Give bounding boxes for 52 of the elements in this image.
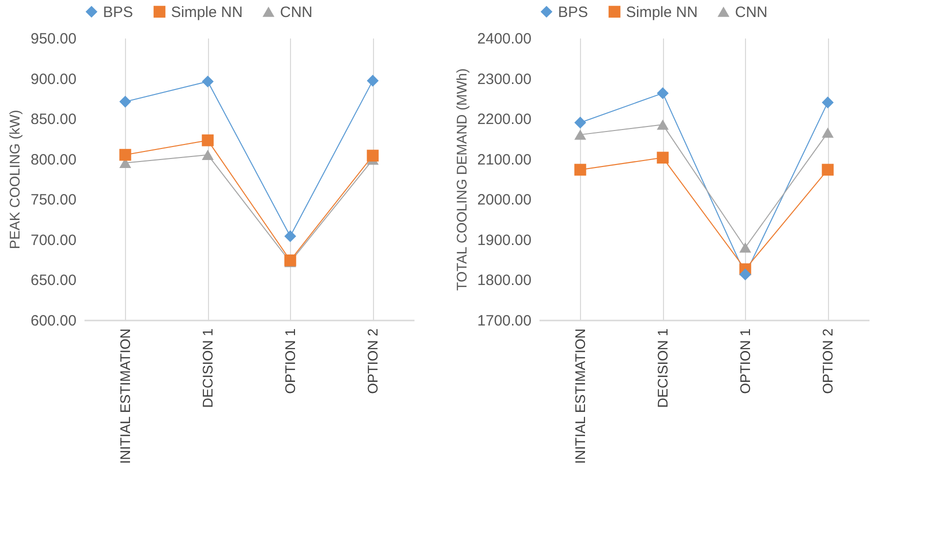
- point: [366, 74, 379, 87]
- point: [574, 116, 586, 129]
- y-tick-label: 900.00: [30, 70, 76, 88]
- legend-label: BPS: [103, 4, 134, 21]
- point: [119, 148, 132, 161]
- legend-label: CNN: [735, 4, 768, 21]
- point: [574, 164, 586, 176]
- point: [739, 268, 752, 280]
- point: [739, 242, 752, 253]
- point: [202, 150, 214, 160]
- x-tick-label: OPTION 2: [364, 328, 380, 394]
- point: [284, 230, 296, 242]
- point: [822, 128, 834, 138]
- point: [202, 76, 214, 88]
- x-tick-label: DECISION 1: [654, 328, 670, 408]
- point: [656, 119, 669, 130]
- y-tick-label: 650.00: [30, 272, 76, 290]
- legend-label: Simple NN: [171, 4, 243, 21]
- y-tick-label: 2400.00: [477, 30, 532, 48]
- y-tick-label: 950.00: [30, 30, 76, 48]
- point: [284, 254, 296, 266]
- y-axis-title: PEAK COOLING (kW): [6, 110, 23, 250]
- y-tick-label: 2100.00: [477, 151, 532, 168]
- point: [119, 96, 132, 108]
- point: [822, 96, 834, 108]
- point: [202, 134, 214, 146]
- x-tick-label: INITIAL ESTIMATION: [572, 328, 588, 464]
- legend-label: Simple NN: [626, 4, 698, 21]
- point: [822, 164, 834, 176]
- y-tick-label: 1900.00: [477, 232, 532, 249]
- x-tick-label: DECISION 1: [199, 328, 216, 408]
- y-tick-label: 1800.00: [477, 272, 532, 290]
- y-tick-label: 1700.00: [477, 312, 532, 330]
- y-tick-label: 800.00: [30, 151, 76, 168]
- point: [656, 152, 669, 164]
- legend-label: CNN: [280, 4, 312, 21]
- y-tick-label: 750.00: [30, 192, 76, 209]
- y-tick-label: 2300.00: [477, 70, 532, 88]
- y-tick-label: 2200.00: [477, 111, 532, 128]
- y-tick-label: 600.00: [30, 312, 76, 330]
- point: [656, 87, 669, 100]
- x-tick-label: INITIAL ESTIMATION: [116, 328, 133, 464]
- point: [366, 150, 379, 162]
- x-tick-label: OPTION 1: [736, 328, 753, 394]
- x-tick-label: OPTION 1: [282, 328, 298, 394]
- y-axis-title: TOTAL COOLING DEMAND (MWh): [453, 68, 470, 291]
- point: [574, 130, 586, 140]
- y-tick-label: 850.00: [30, 111, 76, 128]
- x-tick-label: OPTION 2: [819, 328, 836, 394]
- legend-label: BPS: [558, 4, 588, 21]
- y-tick-label: 700.00: [30, 232, 76, 249]
- y-tick-label: 2000.00: [477, 192, 532, 209]
